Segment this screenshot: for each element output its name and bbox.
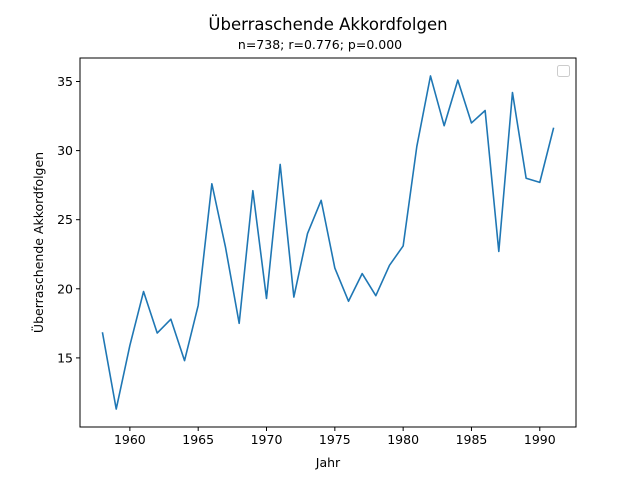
data-point [498,251,500,253]
data-point [129,345,131,347]
data-point [375,295,377,297]
data-point [334,267,336,269]
x-tick-label: 1970 [251,432,283,447]
data-point [279,164,281,166]
data-point [102,332,104,334]
x-tick-label: 1975 [319,432,351,447]
data-point [348,300,350,302]
data-point [238,323,240,325]
data-point [115,408,117,410]
data-point [143,291,145,293]
data-point [402,245,404,247]
data-point [156,332,158,334]
data-point [484,110,486,112]
data-point [471,122,473,124]
data-point [539,182,541,184]
plot-frame [79,57,577,428]
y-axis-label: Überraschende Akkordfolgen [30,152,46,333]
data-point [389,265,391,267]
series-line [101,75,555,410]
legend-box [557,65,570,77]
y-tick-label: 25 [57,212,73,227]
x-tick-label: 1985 [456,432,488,447]
data-point [184,360,186,362]
x-tick-label: 1965 [182,432,214,447]
y-tick-label: 20 [57,281,73,296]
x-tick-label: 1960 [114,432,146,447]
y-tick-label: 35 [57,74,73,89]
data-point [512,92,514,94]
x-tick-label: 1980 [387,432,419,447]
data-point [225,247,227,249]
data-point [252,190,254,192]
data-point [293,296,295,298]
data-point [307,233,309,235]
data-point [361,273,363,275]
y-tick-label: 15 [57,350,73,365]
x-tick-label: 1990 [524,432,556,447]
data-point [211,183,213,185]
data-point [457,79,459,81]
data-point [430,75,432,77]
data-point [266,298,268,300]
y-tick-label: 30 [57,143,73,158]
data-point [170,318,172,320]
x-axis-label: Jahr [315,455,341,470]
data-point [443,125,445,127]
data-point [525,177,527,179]
data-point [416,146,418,148]
chart-subtitle: n=738; r=0.776; p=0.000 [238,37,402,52]
data-point [553,128,555,130]
data-point [197,305,199,307]
chart-title: Überraschende Akkordfolgen [208,15,447,34]
data-point [320,200,322,202]
